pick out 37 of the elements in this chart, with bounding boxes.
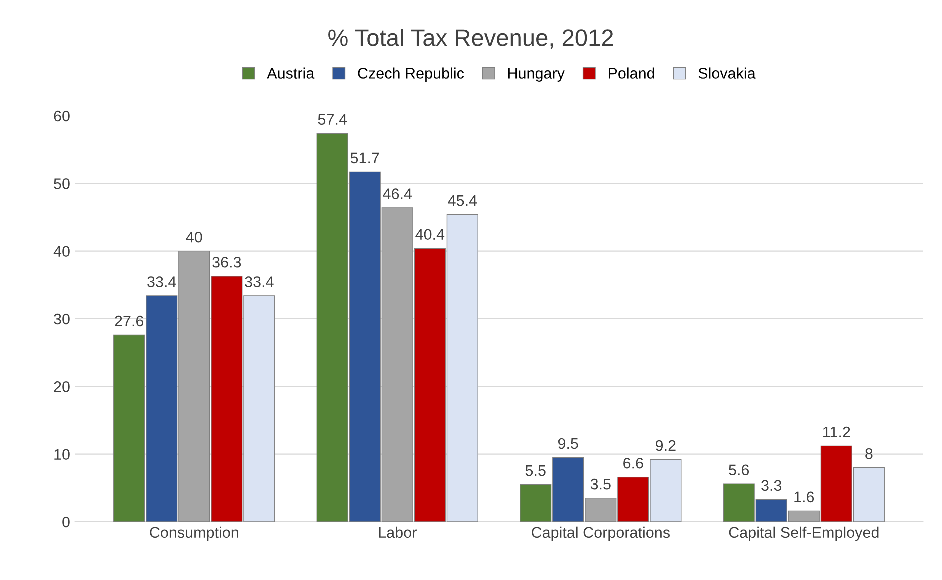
data-label: 11.2 <box>824 426 850 438</box>
data-label: 40.4 <box>416 229 445 240</box>
legend-label: Czech Republic <box>358 68 464 82</box>
data-label: 3.5 <box>590 478 611 490</box>
y-tick-label: 40 <box>54 246 70 258</box>
data-label: 3.3 <box>762 480 782 492</box>
legend-label: Hungary <box>508 68 565 82</box>
y-tick-label: 10 <box>54 449 70 460</box>
y-tick-label: 0 <box>62 516 70 528</box>
data-label: 27.6 <box>115 316 144 327</box>
y-tick-label: 30 <box>54 314 70 325</box>
legend-label: Poland <box>608 68 654 79</box>
y-tick-label: 60 <box>54 110 70 122</box>
data-label: 36.3 <box>212 256 242 268</box>
legend-label: Slovakia <box>698 68 756 79</box>
chart-title: % Total Tax Revenue, 2012 <box>328 29 614 50</box>
data-label: 45.4 <box>448 196 478 206</box>
data-label: 9.2 <box>656 440 676 452</box>
data-label: 1.6 <box>794 492 814 503</box>
data-label: 9.5 <box>558 438 578 450</box>
data-label: 51.7 <box>350 152 380 164</box>
data-label: 6.6 <box>624 458 644 469</box>
y-tick-label: 20 <box>54 382 70 392</box>
x-tick-label: Consumption <box>150 526 238 542</box>
data-label: 5.6 <box>729 464 750 476</box>
x-tick-label: Capital Self-Employed <box>729 526 879 542</box>
data-label: 8 <box>866 448 873 460</box>
x-tick-label: Capital Corporations <box>532 526 670 542</box>
x-tick-label: Labor <box>379 526 417 538</box>
data-label: 33.4 <box>245 276 274 288</box>
data-label: 5.5 <box>526 466 546 476</box>
data-label: 46.4 <box>383 188 412 200</box>
y-tick-label: 50 <box>54 178 70 190</box>
legend-label: Austria <box>267 68 315 79</box>
data-label: 33.4 <box>148 276 176 288</box>
data-label: 40 <box>186 232 202 243</box>
data-label: 57.4 <box>318 114 348 126</box>
